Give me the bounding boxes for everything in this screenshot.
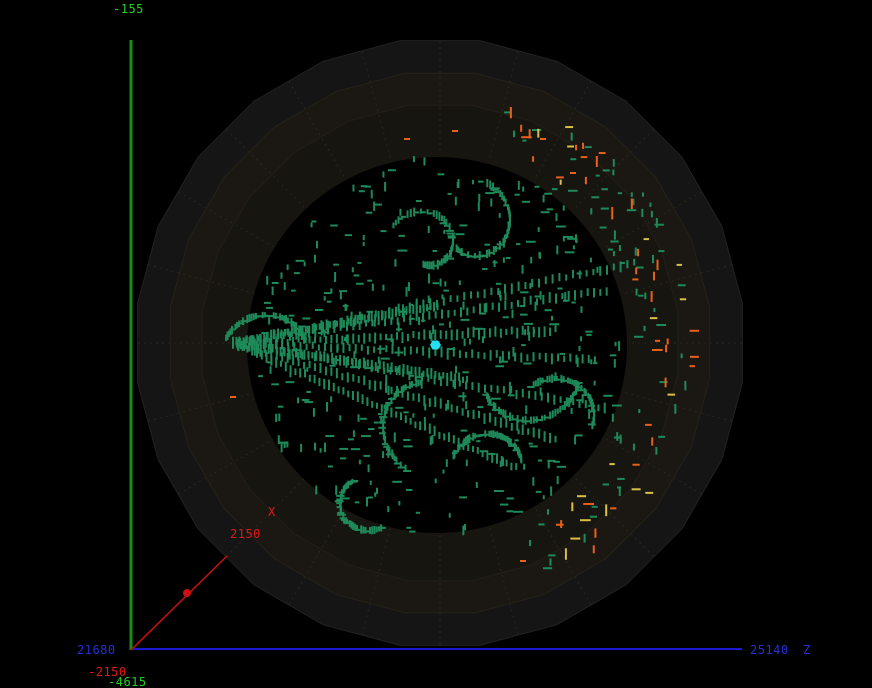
z-axis-left-label: 21680 (77, 643, 116, 657)
z-axis-name: Z (803, 643, 811, 657)
x-axis-line (130, 555, 228, 651)
calorimeter-hits (230, 107, 700, 562)
y-axis-bottom-label: -4615 (108, 675, 147, 688)
x-axis-name: X (268, 505, 276, 519)
y-axis-top-label: -155 (113, 2, 144, 16)
x-axis-near-label: 2150 (230, 527, 261, 541)
x-axis-far-label: -2150 (88, 665, 127, 679)
axes-group (129, 40, 742, 651)
x-axis-marker (183, 589, 191, 597)
detector-geometry (137, 40, 743, 646)
z-axis-right-label: 25140 (750, 643, 789, 657)
hexagon-icon[interactable] (430, 340, 441, 350)
track-hits (225, 111, 687, 570)
